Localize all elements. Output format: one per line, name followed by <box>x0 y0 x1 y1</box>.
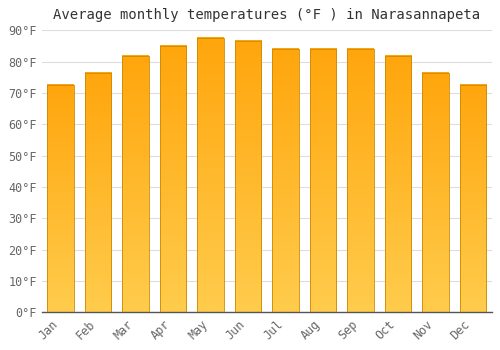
Bar <box>85 73 111 313</box>
Bar <box>122 56 148 313</box>
Bar <box>160 46 186 313</box>
Bar <box>198 38 224 313</box>
Bar <box>48 85 74 313</box>
Bar <box>385 56 411 313</box>
Title: Average monthly temperatures (°F ) in Narasannapeta: Average monthly temperatures (°F ) in Na… <box>53 8 480 22</box>
Bar <box>235 41 261 313</box>
Bar <box>348 49 374 313</box>
Bar <box>272 49 298 313</box>
Bar <box>422 73 448 313</box>
Bar <box>460 85 486 313</box>
Bar <box>310 49 336 313</box>
